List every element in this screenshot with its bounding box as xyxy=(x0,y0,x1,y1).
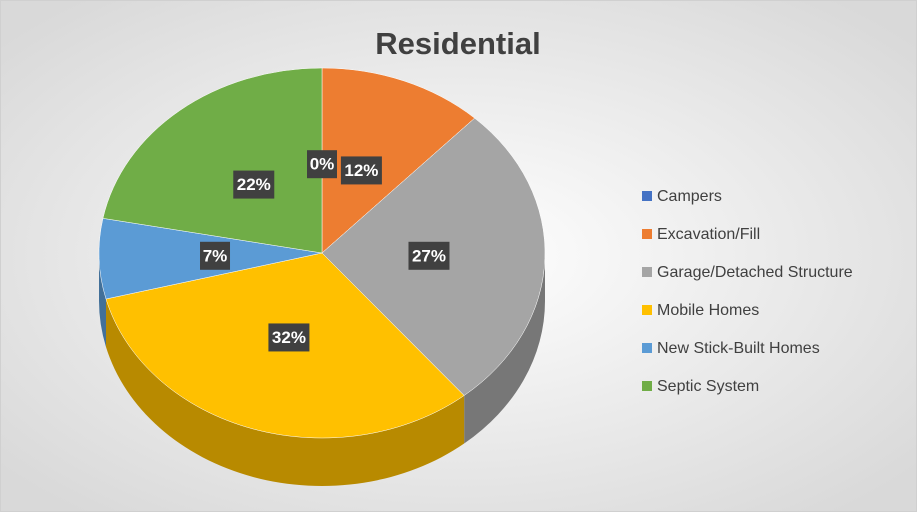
legend-swatch xyxy=(642,267,652,277)
slice-side xyxy=(464,253,545,444)
data-label-box xyxy=(408,241,450,270)
data-label: 7% xyxy=(203,246,228,265)
data-label: 32% xyxy=(272,328,306,347)
chart-title: Residential xyxy=(375,26,540,61)
data-label-box xyxy=(268,323,310,352)
legend-label: Septic System xyxy=(657,378,759,395)
legend-swatch xyxy=(642,381,652,391)
legend-label: New Stick-Built Homes xyxy=(657,340,820,357)
data-label-box xyxy=(200,241,231,270)
slice-side xyxy=(106,299,465,487)
legend-swatch xyxy=(642,229,652,239)
legend: Campers Excavation/Fill Garage/Detached St… xyxy=(642,188,853,395)
data-label-box xyxy=(307,150,337,179)
data-label: 0% xyxy=(310,155,335,174)
legend-label: Garage/Detached Structure xyxy=(657,264,853,281)
slice xyxy=(321,67,476,254)
legend-swatch xyxy=(642,305,652,315)
data-label: 12% xyxy=(344,161,378,180)
slice xyxy=(102,67,323,254)
legend-label: Excavation/Fill xyxy=(657,226,760,243)
data-label-box xyxy=(233,170,275,199)
data-label-box xyxy=(340,156,382,185)
legend-label: Campers xyxy=(657,188,722,205)
data-label: 22% xyxy=(237,175,271,194)
legend-label: Mobile Homes xyxy=(657,302,759,319)
legend-swatch xyxy=(642,343,652,353)
pie-tops xyxy=(98,67,546,439)
data-labels: 0% 12% 27% 32% 7% 22% xyxy=(200,150,450,352)
data-label: 27% xyxy=(412,246,446,265)
legend-swatch xyxy=(642,191,652,201)
